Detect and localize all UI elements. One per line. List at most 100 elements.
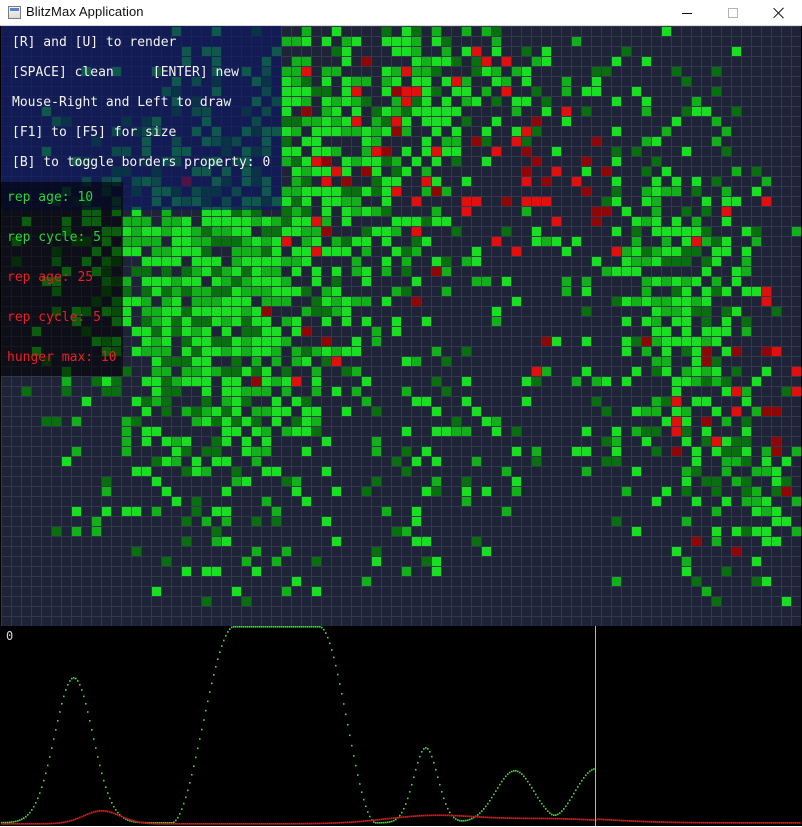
green-cell bbox=[312, 237, 321, 246]
green-cell bbox=[112, 377, 121, 386]
green-cell bbox=[182, 367, 191, 376]
green-cell bbox=[782, 457, 791, 466]
minimize-button[interactable] bbox=[664, 0, 710, 26]
population-graph-panel: 0 bbox=[1, 626, 801, 826]
green-cell bbox=[462, 97, 471, 106]
green-cell bbox=[682, 237, 691, 246]
red-population-line bbox=[1, 810, 801, 825]
red-population-point bbox=[547, 817, 549, 820]
green-cell bbox=[312, 377, 321, 386]
green-population-point bbox=[181, 808, 183, 810]
window-titlebar[interactable]: BlitzMax Application bbox=[0, 0, 802, 26]
green-cell bbox=[182, 347, 191, 356]
red-population-point bbox=[657, 821, 659, 823]
red-population-point bbox=[479, 816, 481, 818]
green-population-point bbox=[245, 626, 247, 628]
simulation-view[interactable]: [R] and [U] to render [SPACE] clean [ENT… bbox=[1, 26, 801, 626]
red-population-point bbox=[175, 822, 177, 825]
green-cell bbox=[302, 157, 311, 166]
green-cell bbox=[342, 217, 351, 226]
green-cell bbox=[162, 157, 171, 166]
green-population-point bbox=[213, 674, 215, 676]
red-population-point bbox=[273, 822, 275, 825]
green-cell bbox=[262, 337, 271, 346]
red-population-point bbox=[499, 817, 501, 819]
green-population-point bbox=[565, 805, 567, 808]
red-population-point bbox=[539, 817, 541, 820]
green-cell bbox=[292, 217, 301, 226]
green-cell bbox=[302, 37, 311, 46]
red-population-point bbox=[473, 815, 475, 818]
green-cell bbox=[202, 397, 211, 406]
green-cell bbox=[662, 367, 671, 376]
green-cell bbox=[512, 107, 521, 116]
green-cell bbox=[432, 87, 441, 96]
green-cell bbox=[232, 477, 241, 486]
green-cell bbox=[302, 177, 311, 186]
green-cell bbox=[662, 257, 671, 266]
red-population-point bbox=[391, 817, 393, 820]
green-cell bbox=[322, 97, 331, 106]
green-population-point bbox=[241, 626, 243, 628]
green-cell bbox=[672, 67, 681, 76]
green-cell bbox=[212, 527, 221, 536]
green-cell bbox=[682, 337, 691, 346]
green-cell bbox=[442, 47, 451, 56]
green-population-point bbox=[251, 626, 253, 628]
green-cell bbox=[232, 307, 241, 316]
red-population-point bbox=[629, 820, 631, 822]
red-population-point bbox=[531, 817, 533, 820]
green-cell bbox=[172, 217, 181, 226]
green-cell bbox=[642, 247, 651, 256]
red-population-point bbox=[781, 821, 783, 824]
red-population-point bbox=[609, 819, 611, 821]
green-cell bbox=[192, 467, 201, 476]
green-population-point bbox=[269, 626, 271, 628]
green-cell bbox=[332, 47, 341, 56]
red-population-point bbox=[477, 816, 479, 818]
red-population-point bbox=[591, 819, 593, 821]
green-cell bbox=[232, 207, 241, 216]
green-cell bbox=[702, 197, 711, 206]
red-population-point bbox=[261, 822, 263, 825]
green-cell bbox=[742, 327, 751, 336]
green-cell bbox=[212, 227, 221, 236]
green-population-point bbox=[525, 777, 527, 780]
red-population-point bbox=[769, 821, 771, 824]
green-cell bbox=[382, 207, 391, 216]
red-population-point bbox=[661, 821, 663, 823]
green-cell bbox=[132, 397, 141, 406]
green-population-point bbox=[477, 814, 479, 816]
green-cell bbox=[192, 277, 201, 286]
red-population-point bbox=[667, 821, 669, 824]
green-cell bbox=[742, 417, 751, 426]
green-cell bbox=[262, 67, 271, 76]
red-population-point bbox=[181, 822, 183, 825]
green-cell bbox=[232, 377, 241, 386]
green-population-point bbox=[333, 656, 335, 659]
green-cell bbox=[152, 287, 161, 296]
green-cell bbox=[292, 207, 301, 216]
green-cell bbox=[722, 237, 731, 246]
green-cell bbox=[172, 437, 181, 446]
green-cell bbox=[192, 507, 201, 516]
green-population-point bbox=[439, 783, 441, 786]
close-button[interactable] bbox=[756, 0, 802, 26]
green-population-point bbox=[167, 821, 169, 824]
red-population-point bbox=[413, 815, 415, 818]
green-cell bbox=[592, 77, 601, 86]
green-cell bbox=[432, 117, 441, 126]
green-population-point bbox=[69, 680, 71, 682]
green-cell bbox=[652, 327, 661, 336]
green-cell bbox=[192, 187, 201, 196]
green-cell bbox=[212, 47, 221, 56]
green-cell bbox=[202, 357, 211, 366]
red-population-point bbox=[415, 815, 417, 817]
green-cell bbox=[112, 127, 121, 136]
red-population-point bbox=[455, 814, 457, 817]
green-population-point bbox=[569, 799, 571, 802]
green-cell bbox=[132, 507, 141, 516]
green-cell bbox=[292, 477, 301, 486]
green-cell bbox=[192, 407, 201, 416]
green-cell bbox=[242, 347, 251, 356]
